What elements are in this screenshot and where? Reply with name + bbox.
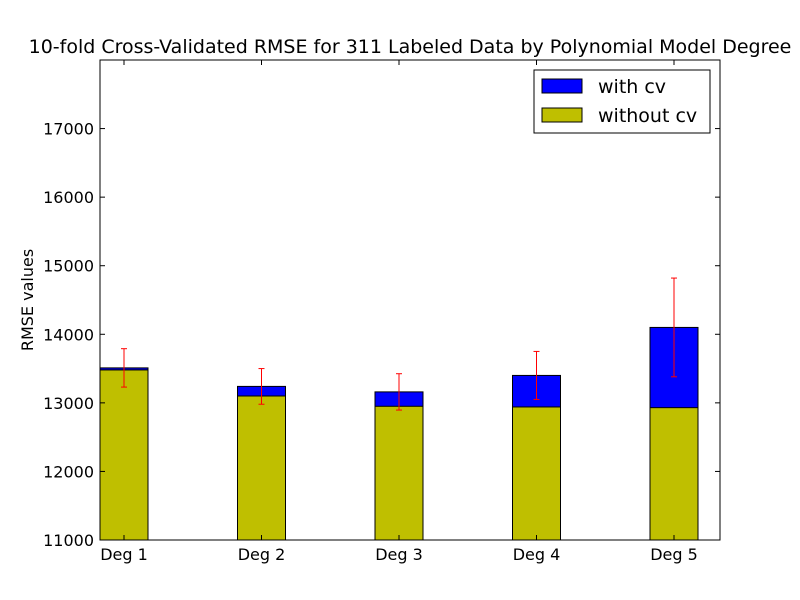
legend: with cv without cv	[533, 69, 711, 134]
error-bar-3	[396, 373, 402, 411]
axes-frame	[99, 59, 721, 541]
y-axis-label: RMSE values	[18, 249, 37, 351]
error-bar-4	[533, 350, 540, 400]
y-tick-label: 15000	[43, 257, 94, 276]
legend-label-2: without cv	[598, 105, 697, 127]
chart-title: 10-fold Cross-Validated RMSE for 311 Lab…	[29, 36, 792, 58]
x-tick-label: Deg 4	[513, 545, 561, 564]
legend-label-1: with cv	[598, 76, 666, 98]
legend-swatch-2	[541, 107, 583, 123]
y-tick-label: 13000	[43, 394, 94, 413]
bar-without-cv-2	[237, 395, 286, 541]
error-bar-5	[671, 277, 677, 378]
y-tick-label: 17000	[43, 120, 94, 139]
y-tick-label: 14000	[43, 325, 94, 344]
x-tick-label: Deg 3	[375, 545, 423, 564]
y-tick-label: 12000	[43, 462, 94, 481]
x-tick-label: Deg 5	[650, 545, 698, 564]
bar-without-cv-1	[99, 369, 149, 541]
bar-without-cv-5	[649, 407, 699, 541]
plot-area	[99, 277, 699, 541]
error-bar-1	[121, 348, 127, 388]
error-bar-2	[258, 368, 265, 405]
x-tick-label: Deg 2	[238, 545, 286, 564]
legend-swatch-1	[541, 78, 583, 94]
bar-without-cv-3	[374, 405, 424, 541]
x-tick-label: Deg 1	[100, 545, 148, 564]
y-tick-label: 11000	[43, 531, 94, 550]
y-tick-label: 16000	[43, 188, 94, 207]
axis-ticks: 11000 12000 13000 14000 15000 16000 17000 Deg 1…	[43, 60, 720, 564]
bar-without-cv-4	[512, 406, 561, 541]
